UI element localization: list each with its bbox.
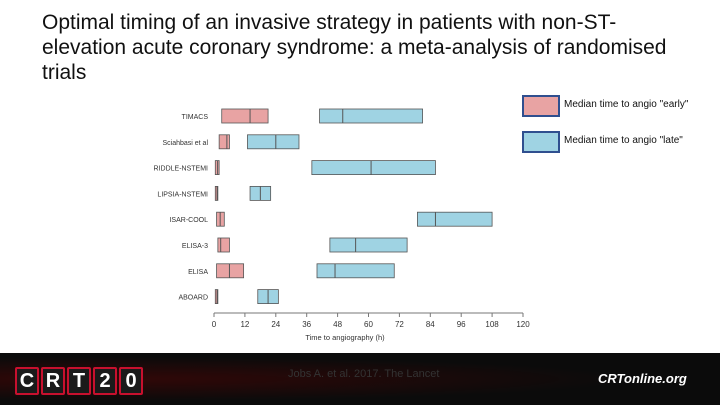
citation-text: Jobs A. et al. 2017. The Lancet (288, 368, 440, 380)
legend-label-late: Median time to angio "late" (564, 135, 683, 146)
category-label: TIMACS (182, 114, 209, 121)
x-tick-label: 84 (426, 320, 435, 329)
category-label: Sciahbasi et al (162, 140, 208, 147)
legend-swatch-early (522, 95, 560, 117)
category-label: LIPSIA-NSTEMI (157, 191, 208, 198)
category-label: ELISA-3 (182, 243, 208, 250)
bar-late (316, 263, 395, 279)
timing-chart: 0 12 24 36 48 60 72 84 96 108 120 Time to angiograp… (154, 108, 530, 342)
x-tick-label: 60 (364, 320, 373, 329)
logo-letter: C (15, 367, 39, 395)
bar-late (247, 134, 300, 150)
bar-early (216, 263, 245, 279)
bar-late (319, 108, 423, 124)
crtonline-logo[interactable]: CRTonline.org (598, 371, 687, 386)
logo-letter: 2 (93, 367, 117, 395)
bar-early (221, 108, 269, 124)
category-label: ISAR-COOL (169, 217, 208, 224)
bar-early (218, 134, 230, 150)
logo-letter: R (41, 367, 65, 395)
bar-early (217, 237, 230, 253)
slide-title: Optimal timing of an invasive strategy i… (42, 11, 667, 84)
logo-letter: 0 (119, 367, 143, 395)
x-tick-label: 24 (271, 320, 280, 329)
x-tick-label: 72 (395, 320, 404, 329)
x-tick-label: 120 (516, 320, 530, 329)
legend-label-early: Median time to angio "early" (564, 99, 689, 110)
bar-late (311, 160, 436, 176)
bar-late (329, 237, 408, 253)
x-axis-title: Time to angiography (h) (305, 333, 385, 342)
x-tick-label: 96 (457, 320, 466, 329)
category-label: RIDDLE-NSTEMI (154, 166, 209, 173)
bar-early (214, 185, 219, 201)
legend-swatch-late (522, 131, 560, 153)
x-tick-label: 12 (240, 320, 249, 329)
bar-early (214, 289, 219, 305)
x-tick-label: 36 (302, 320, 311, 329)
footer-bar: C R T 2 0 Jobs A. et al. 2017. The Lance… (0, 353, 720, 405)
crt20-logo: C R T 2 0 (15, 367, 143, 395)
x-tick-label: 108 (485, 320, 499, 329)
x-tick-label: 48 (333, 320, 342, 329)
bar-late (417, 211, 493, 227)
logo-letter: T (67, 367, 91, 395)
x-tick-label: 0 (212, 320, 217, 329)
category-label: ABOARD (178, 295, 208, 302)
category-label: ELISA (188, 269, 208, 276)
